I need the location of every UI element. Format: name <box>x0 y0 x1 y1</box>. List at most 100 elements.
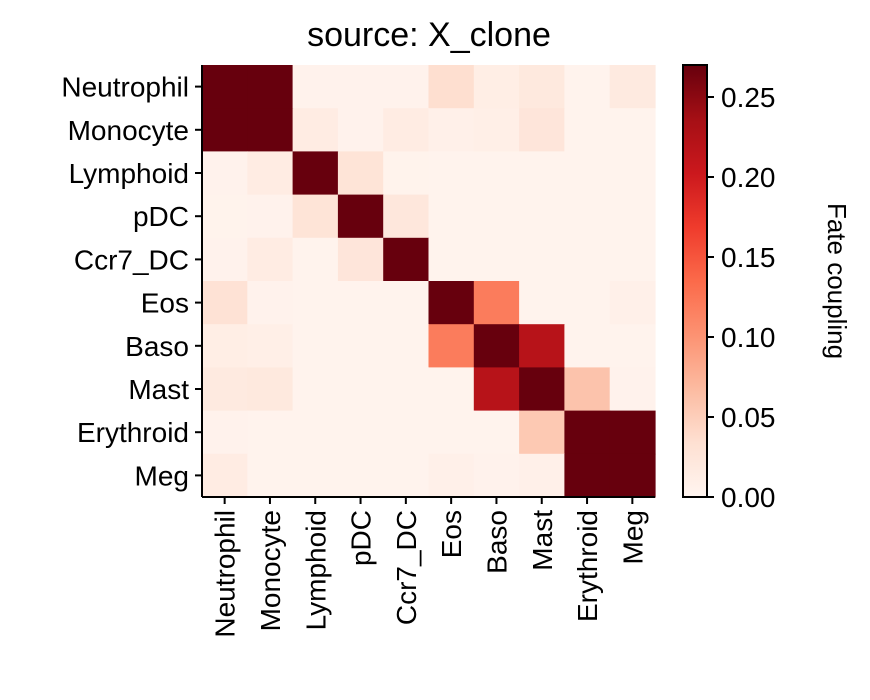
row-label-eos: Eos <box>141 288 189 319</box>
cell-neutrophil-meg <box>609 65 656 109</box>
cell-lymphoid-baso <box>473 151 520 196</box>
cell-pdc-neutrophil <box>202 194 248 239</box>
cell-meg-ccr7-dc <box>383 453 430 498</box>
row-label-mast: Mast <box>128 374 189 405</box>
colorbar-tick-label: 0.20 <box>721 162 776 193</box>
col-label-eos: Eos <box>436 510 467 558</box>
colorbar-tick-label: 0.15 <box>721 242 776 273</box>
cell-meg-mast <box>519 453 565 498</box>
col-label-baso: Baso <box>481 510 512 574</box>
cell-eos-ccr7-dc <box>383 281 430 325</box>
cell-lymphoid-ccr7-dc <box>383 151 430 196</box>
cell-mast-pdc <box>337 367 384 412</box>
cell-monocyte-neutrophil <box>202 108 248 152</box>
cell-erythroid-erythroid <box>564 410 611 455</box>
chart-title: source: X_clone <box>307 16 551 54</box>
cell-meg-neutrophil <box>202 453 248 498</box>
heatmap-axes <box>195 65 655 504</box>
cell-erythroid-eos <box>428 410 475 455</box>
row-label-neutrophil: Neutrophil <box>61 72 189 103</box>
cell-eos-meg <box>609 281 656 325</box>
cell-pdc-erythroid <box>564 194 611 239</box>
row-label-pdc: pDC <box>133 201 189 232</box>
cell-baso-ccr7-dc <box>383 324 430 368</box>
cell-lymphoid-pdc <box>337 151 384 196</box>
cell-pdc-monocyte <box>247 194 294 239</box>
cell-monocyte-monocyte <box>247 108 294 152</box>
cell-pdc-ccr7-dc <box>383 194 430 239</box>
cell-baso-neutrophil <box>202 324 248 368</box>
cell-monocyte-baso <box>473 108 520 152</box>
cell-meg-pdc <box>337 453 384 498</box>
col-label-meg: Meg <box>617 510 648 564</box>
cell-erythroid-lymphoid <box>292 410 339 455</box>
colorbar-tick-label: 0.00 <box>721 482 776 513</box>
row-label-monocyte: Monocyte <box>68 115 189 146</box>
cell-meg-meg <box>609 453 656 498</box>
cell-ccr7-dc-mast <box>519 237 565 282</box>
cell-neutrophil-pdc <box>337 65 384 109</box>
cell-monocyte-erythroid <box>564 108 611 152</box>
cell-eos-eos <box>428 281 475 325</box>
cell-erythroid-baso <box>473 410 520 455</box>
colorbar-tick-label: 0.10 <box>721 322 776 353</box>
cell-baso-baso <box>473 324 520 368</box>
cell-eos-monocyte <box>247 281 294 325</box>
row-label-erythroid: Erythroid <box>77 417 189 448</box>
cell-neutrophil-eos <box>428 65 475 109</box>
heatmap-cells <box>202 65 656 498</box>
column-labels: Neutrophil Monocyte Lymphoid pDC Ccr7_DC Eos B… <box>210 510 649 638</box>
cell-pdc-eos <box>428 194 475 239</box>
cell-erythroid-mast <box>519 410 565 455</box>
cell-monocyte-meg <box>609 108 656 152</box>
colorbar-tick-label: 0.05 <box>721 402 776 433</box>
col-label-mast: Mast <box>527 510 558 571</box>
colorbar-tick-label: 0.25 <box>721 82 776 113</box>
cell-ccr7-dc-lymphoid <box>292 237 339 282</box>
cell-meg-eos <box>428 453 475 498</box>
cell-mast-neutrophil <box>202 367 248 412</box>
cell-mast-eos <box>428 367 475 412</box>
cell-baso-eos <box>428 324 475 368</box>
col-label-pdc: pDC <box>346 510 377 566</box>
cell-baso-monocyte <box>247 324 294 368</box>
cell-erythroid-ccr7-dc <box>383 410 430 455</box>
cell-lymphoid-mast <box>519 151 565 196</box>
col-label-lymphoid: Lymphoid <box>300 510 331 630</box>
cell-mast-monocyte <box>247 367 294 412</box>
cell-ccr7-dc-erythroid <box>564 237 611 282</box>
cell-meg-monocyte <box>247 453 294 498</box>
cell-meg-baso <box>473 453 520 498</box>
cell-eos-baso <box>473 281 520 325</box>
cell-neutrophil-mast <box>519 65 565 109</box>
cell-baso-erythroid <box>564 324 611 368</box>
colorbar-label: Fate coupling <box>822 203 852 359</box>
col-label-ccr7-dc: Ccr7_DC <box>391 510 422 625</box>
cell-neutrophil-ccr7-dc <box>383 65 430 109</box>
colorbar: 0.00 0.05 0.10 0.15 0.20 0.25 <box>682 64 776 513</box>
cell-pdc-meg <box>609 194 656 239</box>
cell-pdc-baso <box>473 194 520 239</box>
cell-lymphoid-neutrophil <box>202 151 248 196</box>
cell-lymphoid-meg <box>609 151 656 196</box>
cell-lymphoid-lymphoid <box>292 151 339 196</box>
cell-monocyte-mast <box>519 108 565 152</box>
cell-mast-mast <box>519 367 565 412</box>
row-label-meg: Meg <box>135 460 189 491</box>
row-label-baso: Baso <box>125 331 189 362</box>
cell-monocyte-eos <box>428 108 475 152</box>
col-label-erythroid: Erythroid <box>572 510 603 622</box>
cell-erythroid-neutrophil <box>202 410 248 455</box>
cell-neutrophil-neutrophil <box>202 65 248 109</box>
cell-ccr7-dc-eos <box>428 237 475 282</box>
cell-ccr7-dc-pdc <box>337 237 384 282</box>
cell-meg-lymphoid <box>292 453 339 498</box>
cell-mast-lymphoid <box>292 367 339 412</box>
col-label-monocyte: Monocyte <box>255 510 286 631</box>
cell-pdc-pdc <box>337 194 384 239</box>
cell-erythroid-pdc <box>337 410 384 455</box>
cell-monocyte-pdc <box>337 108 384 152</box>
cell-neutrophil-lymphoid <box>292 65 339 109</box>
col-label-neutrophil: Neutrophil <box>210 510 241 638</box>
